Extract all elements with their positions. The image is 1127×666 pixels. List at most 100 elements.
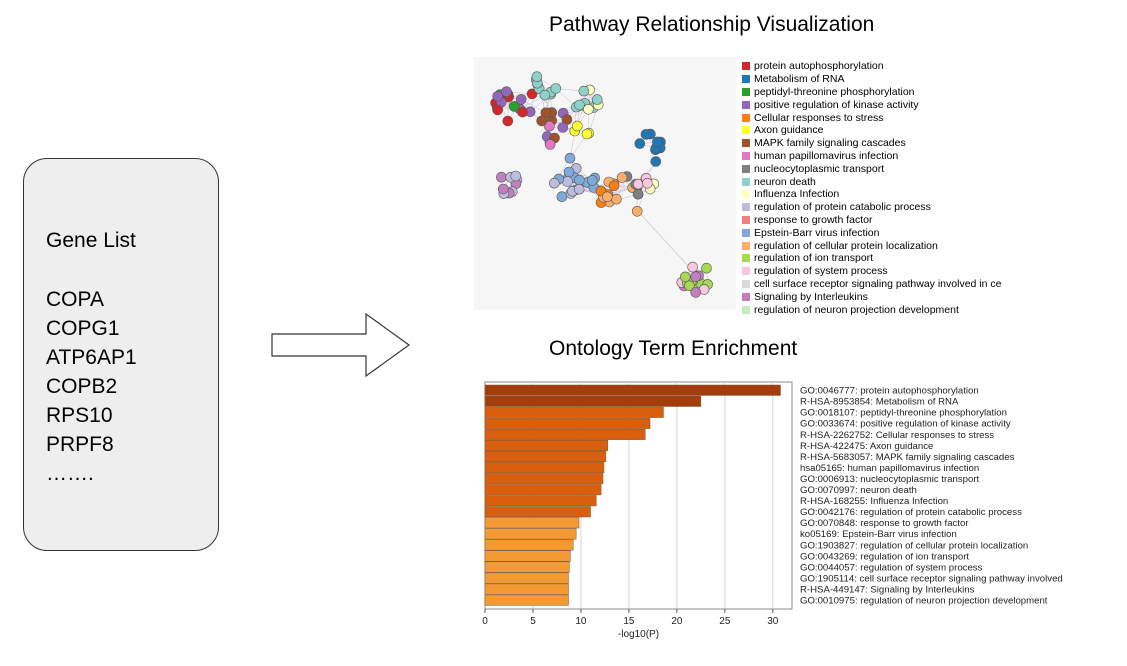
- legend-label: cell surface receptor signaling pathway …: [754, 277, 1002, 290]
- network-node: [544, 139, 556, 150]
- category-label: ko05169: Epstein-Barr virus infection: [800, 529, 957, 540]
- legend-item: regulation of cellular protein localizat…: [742, 239, 1014, 252]
- network-node: [574, 174, 585, 186]
- legend-swatch: [742, 151, 750, 160]
- network-node: [587, 175, 598, 186]
- category-label: GO:0070848: response to growth factor: [800, 518, 969, 529]
- network-node: [502, 115, 514, 127]
- category-label: GO:0044057: regulation of system process: [800, 562, 983, 573]
- legend-swatch: [742, 292, 750, 301]
- bar: [484, 583, 569, 595]
- category-label: R-HSA-5683057: MAPK family signaling cas…: [800, 452, 1015, 463]
- legend-item: nucleocytoplasmic transport: [742, 162, 1014, 175]
- network-node: [510, 170, 522, 182]
- gene-item: COPA: [46, 288, 104, 311]
- legend-label: regulation of system process: [754, 265, 888, 278]
- gene-item: COPB2: [46, 375, 118, 398]
- network-node: [591, 94, 603, 105]
- category-label: R-HSA-8953854: Metabolism of RNA: [800, 397, 959, 408]
- legend-swatch: [742, 190, 750, 199]
- legend-swatch: [742, 75, 750, 84]
- legend-swatch: [742, 87, 750, 96]
- gene-item: PRPF8: [46, 433, 114, 456]
- legend-label: Influenza Infection: [754, 188, 840, 201]
- network-node: [536, 115, 547, 127]
- x-tick-label: 20: [671, 616, 683, 627]
- network-node: [573, 183, 585, 195]
- x-tick-label: 15: [623, 616, 635, 627]
- legend-label: Metabolism of RNA: [754, 73, 845, 86]
- legend-item: regulation of system process: [742, 265, 1014, 278]
- network-node: [642, 178, 653, 189]
- legend-label: positive regulation of kinase activity: [754, 98, 919, 111]
- network-legend: protein autophosphorylation Metabolism of…: [742, 60, 1014, 316]
- legend-item: regulation of neuron projection developm…: [742, 303, 1014, 316]
- legend-swatch: [742, 203, 750, 212]
- network-node: [616, 172, 628, 183]
- network-node: [574, 99, 585, 111]
- legend-swatch: [742, 62, 750, 71]
- network-node: [687, 261, 698, 273]
- legend-swatch: [742, 228, 750, 237]
- network-node: [517, 106, 528, 118]
- network-node: [680, 271, 691, 283]
- category-label: R-HSA-2262752: Cellular responses to str…: [800, 430, 994, 441]
- legend-swatch: [742, 164, 750, 173]
- legend-label: MAPK family signaling cascades: [754, 137, 906, 150]
- legend-swatch: [742, 305, 750, 314]
- bar: [484, 484, 602, 496]
- legend-swatch: [742, 254, 750, 263]
- bar: [484, 395, 702, 407]
- category-label: R-HSA-449147: Signaling by Interleukins: [800, 584, 975, 595]
- gene-list: COPA COPG1 ATP6AP1 COPB2 RPS10 PRPF8 …….: [46, 285, 137, 488]
- legend-item: Influenza Infection: [742, 188, 1014, 201]
- gene-item: …….: [46, 462, 94, 485]
- bar: [484, 561, 570, 573]
- network-node: [690, 287, 701, 298]
- legend-label: nucleocytoplasmic transport: [754, 162, 885, 175]
- network-node: [608, 180, 620, 191]
- network-node: [652, 136, 663, 148]
- network-node: [501, 86, 512, 98]
- network-node: [497, 183, 509, 195]
- network-node: [581, 128, 593, 140]
- legend-label: human papillomavirus infection: [754, 149, 899, 162]
- legend-swatch: [742, 267, 750, 276]
- category-label: hsa05165: human papillomavirus infection: [800, 463, 979, 474]
- bar: [484, 417, 651, 429]
- network-node: [701, 262, 712, 274]
- legend-label: protein autophosphorylation: [754, 60, 884, 73]
- network-node: [640, 129, 652, 140]
- legend-item: protein autophosphorylation: [742, 60, 1014, 73]
- legend-label: Signaling by Interleukins: [754, 290, 868, 303]
- legend-label: regulation of neuron projection developm…: [754, 303, 959, 316]
- network-node: [550, 83, 562, 94]
- legend-swatch: [742, 241, 750, 250]
- gene-list-box: Gene List COPA COPG1 ATP6AP1 COPB2 RPS10 PRPF…: [23, 158, 219, 551]
- category-label: GO:0043269: regulation of ion transport: [800, 551, 969, 562]
- x-axis-label: -log10(P): [618, 629, 659, 640]
- legend-label: response to growth factor: [754, 213, 873, 226]
- x-tick-label: 30: [767, 616, 779, 627]
- bar: [484, 594, 569, 606]
- legend-swatch: [742, 100, 750, 109]
- bar: [484, 473, 604, 485]
- legend-label: regulation of ion transport: [754, 252, 874, 265]
- network-node: [684, 280, 695, 292]
- legend-label: regulation of protein catabolic process: [754, 201, 931, 214]
- gene-list-title: Gene List: [46, 229, 136, 252]
- legend-item: regulation of protein catabolic process: [742, 201, 1014, 214]
- category-label: GO:0070997: neuron death: [800, 485, 917, 496]
- legend-label: Cellular responses to stress: [754, 111, 884, 124]
- network-node: [539, 89, 551, 101]
- gene-item: ATP6AP1: [46, 346, 137, 369]
- category-label: GO:1905114: cell surface receptor signal…: [800, 573, 1063, 584]
- legend-label: Epstein-Barr virus infection: [754, 226, 880, 239]
- network-node: [496, 171, 507, 183]
- bar: [484, 440, 609, 451]
- legend-swatch: [742, 215, 750, 224]
- network-node: [583, 103, 594, 115]
- chart-title: Ontology Term Enrichment: [549, 337, 798, 360]
- network-node: [557, 122, 569, 133]
- category-label: GO:0018107: peptidyl-threonine phosphory…: [800, 408, 1007, 419]
